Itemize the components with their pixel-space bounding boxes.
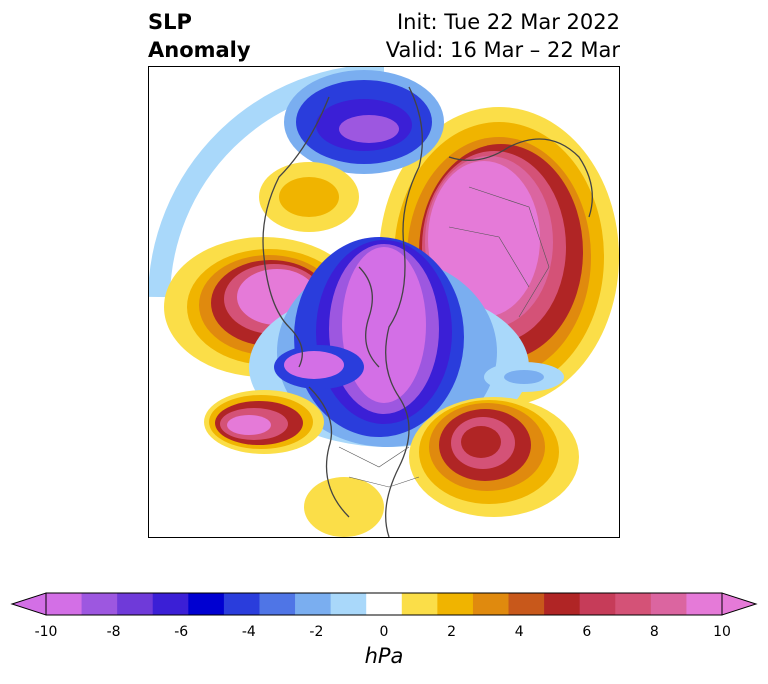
map-panel [148, 66, 620, 538]
colorbar-tick-label: -6 [174, 624, 189, 640]
colorbar-cell [117, 593, 154, 615]
colorbar-tick-label: 2 [447, 624, 457, 640]
east-negative-blob [484, 362, 564, 392]
siberia-low [284, 70, 444, 174]
colorbar-cell [615, 593, 652, 615]
colorbar-frame [45, 592, 723, 616]
arctic-low [249, 237, 529, 447]
subtropical-pacific-high [204, 390, 324, 454]
colorbar-cell [46, 593, 83, 615]
colorbar-cell [650, 593, 687, 615]
colorbar-cell [544, 593, 581, 615]
colorbar-tick-label: -8 [106, 624, 121, 640]
colorbar-tick-label: 10 [713, 624, 731, 640]
west-positive [259, 162, 359, 232]
pacific-high-left [164, 237, 364, 377]
title-anomaly: Anomaly [148, 38, 251, 62]
title-slp: SLP [148, 10, 192, 34]
colorbar-extend-low [10, 592, 47, 616]
colorbar-cell [81, 593, 118, 615]
colorbar-unit: hPa [364, 644, 404, 668]
colorbar-extend-high [721, 592, 758, 616]
colorbar-tick-label: 4 [514, 624, 524, 640]
map-title-right: Init: Tue 22 Mar 2022 Valid: 16 Mar – 22… [386, 8, 620, 64]
colorbar-cell [508, 593, 545, 615]
country-borders [338, 186, 550, 488]
colorbar-cell [223, 593, 260, 615]
anomaly-map [149, 67, 619, 537]
colorbar [10, 592, 758, 616]
colorbar-cell [188, 593, 225, 615]
colorbar-tick-label: 8 [649, 624, 659, 640]
colorbar-cell [401, 593, 438, 615]
map-title-left: SLP Anomaly [148, 8, 251, 64]
colorbar-cell [579, 593, 616, 615]
colorbar-tick-label: 6 [582, 624, 592, 640]
init-date: Init: Tue 22 Mar 2022 [396, 10, 620, 34]
colorbar-cell [259, 593, 296, 615]
colorbar-cell [295, 593, 332, 615]
coastlines [262, 86, 593, 537]
valid-range: Valid: 16 Mar – 22 Mar [385, 38, 620, 62]
colorbar-cell [152, 593, 189, 615]
colorbar-tick-label: -2 [309, 624, 324, 640]
north-atlantic-high [409, 397, 579, 517]
colorbar-tick-label: -4 [241, 624, 256, 640]
colorbar-tick-label: 0 [379, 624, 389, 640]
colorbar-cell [330, 593, 367, 615]
colorbar-tick-label: -10 [34, 624, 58, 640]
colorbar-cell [472, 593, 510, 615]
colorbar-cell [686, 593, 723, 615]
colorbar-cell [437, 593, 474, 615]
colorbar-cells [10, 592, 758, 616]
us-positive [304, 477, 384, 537]
colorbar-cell [366, 593, 403, 615]
